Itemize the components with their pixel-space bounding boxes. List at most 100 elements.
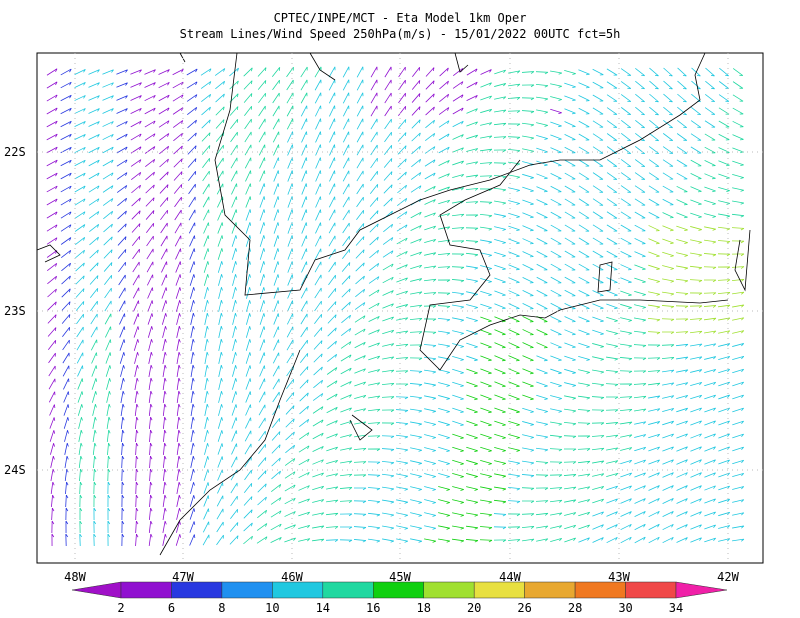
wind-arrow <box>466 355 478 362</box>
wind-arrow <box>60 68 72 76</box>
wind-arrow <box>175 261 182 273</box>
wind-arrow <box>130 133 142 141</box>
wind-arrow <box>634 317 647 322</box>
wind-arrow <box>50 443 55 455</box>
wind-arrow <box>46 185 58 193</box>
wind-arrow <box>550 147 562 154</box>
wind-arrow <box>245 391 252 403</box>
wind-arrow <box>564 121 576 128</box>
wind-arrow <box>578 185 590 193</box>
wind-arrow <box>620 434 633 438</box>
wind-arrow <box>396 525 409 530</box>
wind-arrow <box>493 149 507 153</box>
wind-arrow <box>231 261 237 273</box>
wind-arrow <box>423 331 437 335</box>
wind-arrow <box>676 265 689 270</box>
wind-arrow <box>690 394 703 400</box>
wind-arrow <box>410 525 422 530</box>
wind-arrow <box>620 68 632 76</box>
wind-arrow <box>480 239 493 244</box>
wind-arrow <box>438 382 450 387</box>
colorbar-high-arrow <box>675 581 728 599</box>
wind-arrow <box>507 526 521 530</box>
wind-arrow <box>648 264 660 271</box>
wind-arrow <box>662 291 675 296</box>
wind-arrow <box>690 107 702 116</box>
wind-arrow <box>452 356 464 361</box>
wind-arrow <box>204 351 209 364</box>
wind-arrow <box>592 133 604 141</box>
wind-arrow <box>508 460 521 465</box>
wind-arrow <box>190 390 195 403</box>
wind-arrow <box>663 80 673 90</box>
wind-arrow <box>564 342 576 349</box>
wind-arrow <box>479 162 493 165</box>
wind-arrow <box>383 158 393 168</box>
wind-arrow <box>578 172 590 180</box>
wind-arrow <box>116 172 128 180</box>
wind-arrow <box>396 486 409 491</box>
wind-arrow <box>370 170 378 182</box>
wind-arrow <box>704 133 716 141</box>
wind-arrow <box>325 526 339 529</box>
wind-arrow <box>230 508 239 520</box>
colorbar-label: 20 <box>467 601 481 615</box>
wind-arrow <box>662 172 674 180</box>
wind-arrow <box>424 212 436 218</box>
wind-arrow <box>368 369 381 373</box>
wind-arrow <box>298 445 310 453</box>
wind-arrow <box>381 382 395 386</box>
wind-arrow <box>117 223 127 233</box>
wind-arrow <box>312 459 324 465</box>
wind-arrow <box>689 279 703 283</box>
wind-arrow <box>175 287 182 299</box>
wind-arrow <box>353 487 367 491</box>
wind-arrow <box>218 313 223 325</box>
wind-arrow <box>116 146 128 154</box>
colorbar-label: 6 <box>168 601 175 615</box>
wind-arrow <box>162 468 167 482</box>
wind-arrow <box>354 381 366 387</box>
wind-arrow <box>232 326 237 338</box>
wind-arrow <box>218 404 223 416</box>
wind-arrow <box>146 274 154 286</box>
wind-arrow <box>368 355 381 361</box>
wind-arrow <box>133 300 140 312</box>
wind-arrow <box>649 119 659 129</box>
wind-arrow <box>718 120 730 128</box>
wind-arrow <box>522 289 534 297</box>
wind-arrow <box>718 213 731 218</box>
wind-arrow <box>521 110 535 114</box>
wind-arrow <box>135 533 139 547</box>
wind-arrow <box>578 95 590 102</box>
wind-arrow <box>46 172 58 180</box>
wind-arrow <box>732 538 745 542</box>
wind-arrow <box>480 82 492 88</box>
wind-arrow <box>93 468 97 482</box>
wind-arrow <box>354 341 366 349</box>
wind-arrow <box>356 157 364 169</box>
wind-arrow <box>397 184 407 194</box>
wind-arrow <box>370 157 378 169</box>
wind-arrow <box>410 172 422 180</box>
wind-arrow <box>675 278 689 283</box>
wind-arrow <box>259 170 266 182</box>
wind-arrow <box>606 133 618 141</box>
wind-arrow <box>271 484 282 492</box>
wind-arrow <box>204 403 209 416</box>
wind-arrow <box>121 481 125 495</box>
wind-arrow <box>424 225 436 231</box>
wind-arrow <box>144 146 156 154</box>
wind-arrow <box>508 473 521 478</box>
wind-arrow <box>273 274 280 286</box>
wind-arrow <box>690 433 702 439</box>
wind-arrow <box>215 80 226 90</box>
wind-arrow <box>522 173 534 179</box>
wind-arrow <box>326 486 339 490</box>
wind-arrow <box>732 459 745 465</box>
wind-arrow <box>381 460 395 465</box>
wind-arrow <box>63 417 70 429</box>
wind-arrow <box>231 183 238 195</box>
wind-arrow <box>244 443 252 455</box>
wind-arrow <box>662 159 674 167</box>
